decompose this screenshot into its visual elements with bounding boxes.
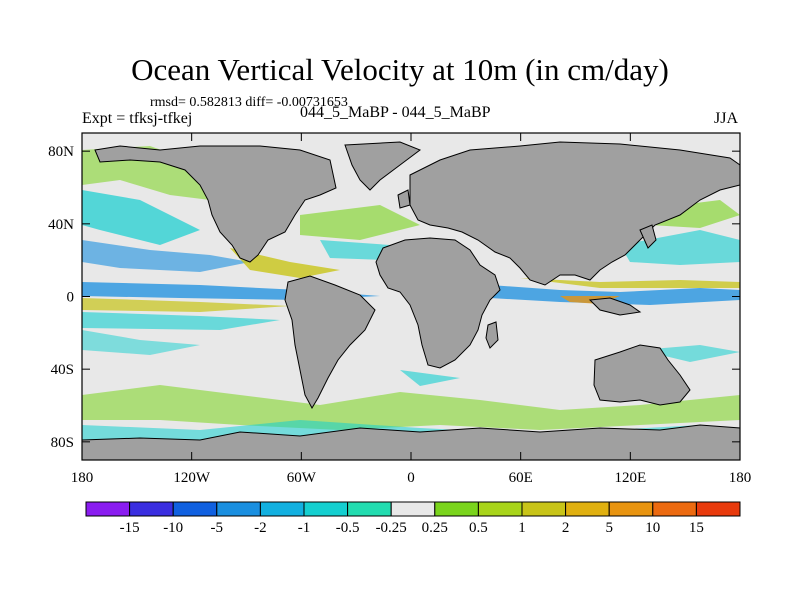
- landmass-madagascar: [485, 321, 499, 349]
- colorbar-swatch: [172, 501, 218, 517]
- colorbar-swatch: [347, 501, 392, 517]
- field-patch: [82, 385, 740, 430]
- colorbar-swatch: [608, 501, 654, 517]
- lon-tick-label: 120E: [614, 470, 646, 486]
- field-patch: [82, 190, 200, 245]
- colorbar-label: -5: [211, 520, 224, 536]
- colorbar-swatch: [434, 501, 479, 517]
- field-patch: [82, 330, 200, 355]
- field-patch: [400, 370, 460, 386]
- lat-tick-label: 40S: [51, 362, 74, 378]
- colorbar-swatch: [652, 501, 697, 517]
- lon-tick-label: 180: [71, 470, 94, 486]
- colorbar-label: -0.25: [376, 520, 407, 536]
- landmass-japan: [639, 224, 657, 249]
- colorbar-label: -0.5: [336, 520, 360, 536]
- colorbar-swatch: [216, 501, 261, 517]
- longitude-axis: 180 120W 60W 0 60E 120E 180: [71, 133, 752, 486]
- colorbar-label: 15: [689, 520, 704, 536]
- colorbar-swatch: [85, 501, 131, 517]
- colorbar-label: -10: [163, 520, 183, 536]
- colorbar-swatch: [695, 501, 741, 517]
- colorbar-label: 10: [645, 520, 660, 536]
- map-title: Ocean Vertical Velocity at 10m (in cm/da…: [131, 52, 669, 87]
- run-subtitle: 044_5_MaBP - 044_5_MaBP: [300, 104, 491, 121]
- landmass-british-isles: [397, 189, 411, 209]
- landmass-indonesia: [588, 297, 642, 316]
- colorbar-label: 1: [518, 520, 526, 536]
- experiment-label: Expt = tfksj-tfkej: [82, 110, 193, 127]
- landmass-greenland: [344, 141, 422, 191]
- lon-tick-label: 120W: [173, 470, 211, 486]
- latitude-axis: 80N 40N 0 40S 80S: [48, 144, 740, 451]
- landmass-south-america: [284, 275, 376, 410]
- colorbar-label: 5: [605, 520, 613, 536]
- field-patch: [490, 285, 740, 305]
- lat-tick-label: 40N: [48, 217, 74, 233]
- season-label: JJA: [714, 110, 739, 127]
- colorbar: -15 -10 -5 -2 -1 -0.5 -0.25 0.25 0.5 1 2 5 10 15: [85, 501, 741, 536]
- land-masses: [81, 141, 741, 461]
- lat-tick-label: 80N: [48, 144, 74, 160]
- lon-tick-label: 60W: [287, 470, 317, 486]
- field-patch: [82, 312, 280, 330]
- colorbar-label: -15: [120, 520, 140, 536]
- lat-tick-label: 0: [67, 290, 75, 306]
- colorbar-label: 2: [562, 520, 570, 536]
- colorbar-swatch: [477, 501, 523, 517]
- rmsd-diff-stats: rmsd= 0.582813 diff= -0.00731653: [150, 95, 348, 110]
- landmass-north-america: [94, 145, 337, 263]
- lat-tick-label: 80S: [51, 435, 74, 451]
- lon-tick-label: 180: [729, 470, 752, 486]
- landmass-eurasia: [409, 141, 741, 286]
- field-patch: [82, 298, 290, 312]
- landmass-australia: [593, 344, 691, 406]
- colorbar-label: -1: [298, 520, 311, 536]
- lon-tick-label: 0: [407, 470, 415, 486]
- colorbar-swatch: [390, 501, 436, 517]
- field-patch: [300, 205, 420, 240]
- field-patch: [520, 278, 740, 288]
- colorbar-label: -2: [254, 520, 267, 536]
- field-patch: [620, 230, 740, 265]
- colorbar-label: 0.5: [469, 520, 488, 536]
- colorbar-label: 0.25: [422, 520, 448, 536]
- field-patch: [82, 240, 250, 272]
- colorbar-swatch: [259, 501, 305, 517]
- field-patch: [640, 345, 740, 362]
- colorbar-swatch: [521, 501, 567, 517]
- lon-tick-label: 60E: [509, 470, 533, 486]
- colorbar-swatch: [303, 501, 349, 517]
- colorbar-swatch: [565, 501, 610, 517]
- colorbar-swatch: [129, 501, 174, 517]
- landmass-africa: [375, 237, 501, 369]
- field-patch: [320, 240, 390, 260]
